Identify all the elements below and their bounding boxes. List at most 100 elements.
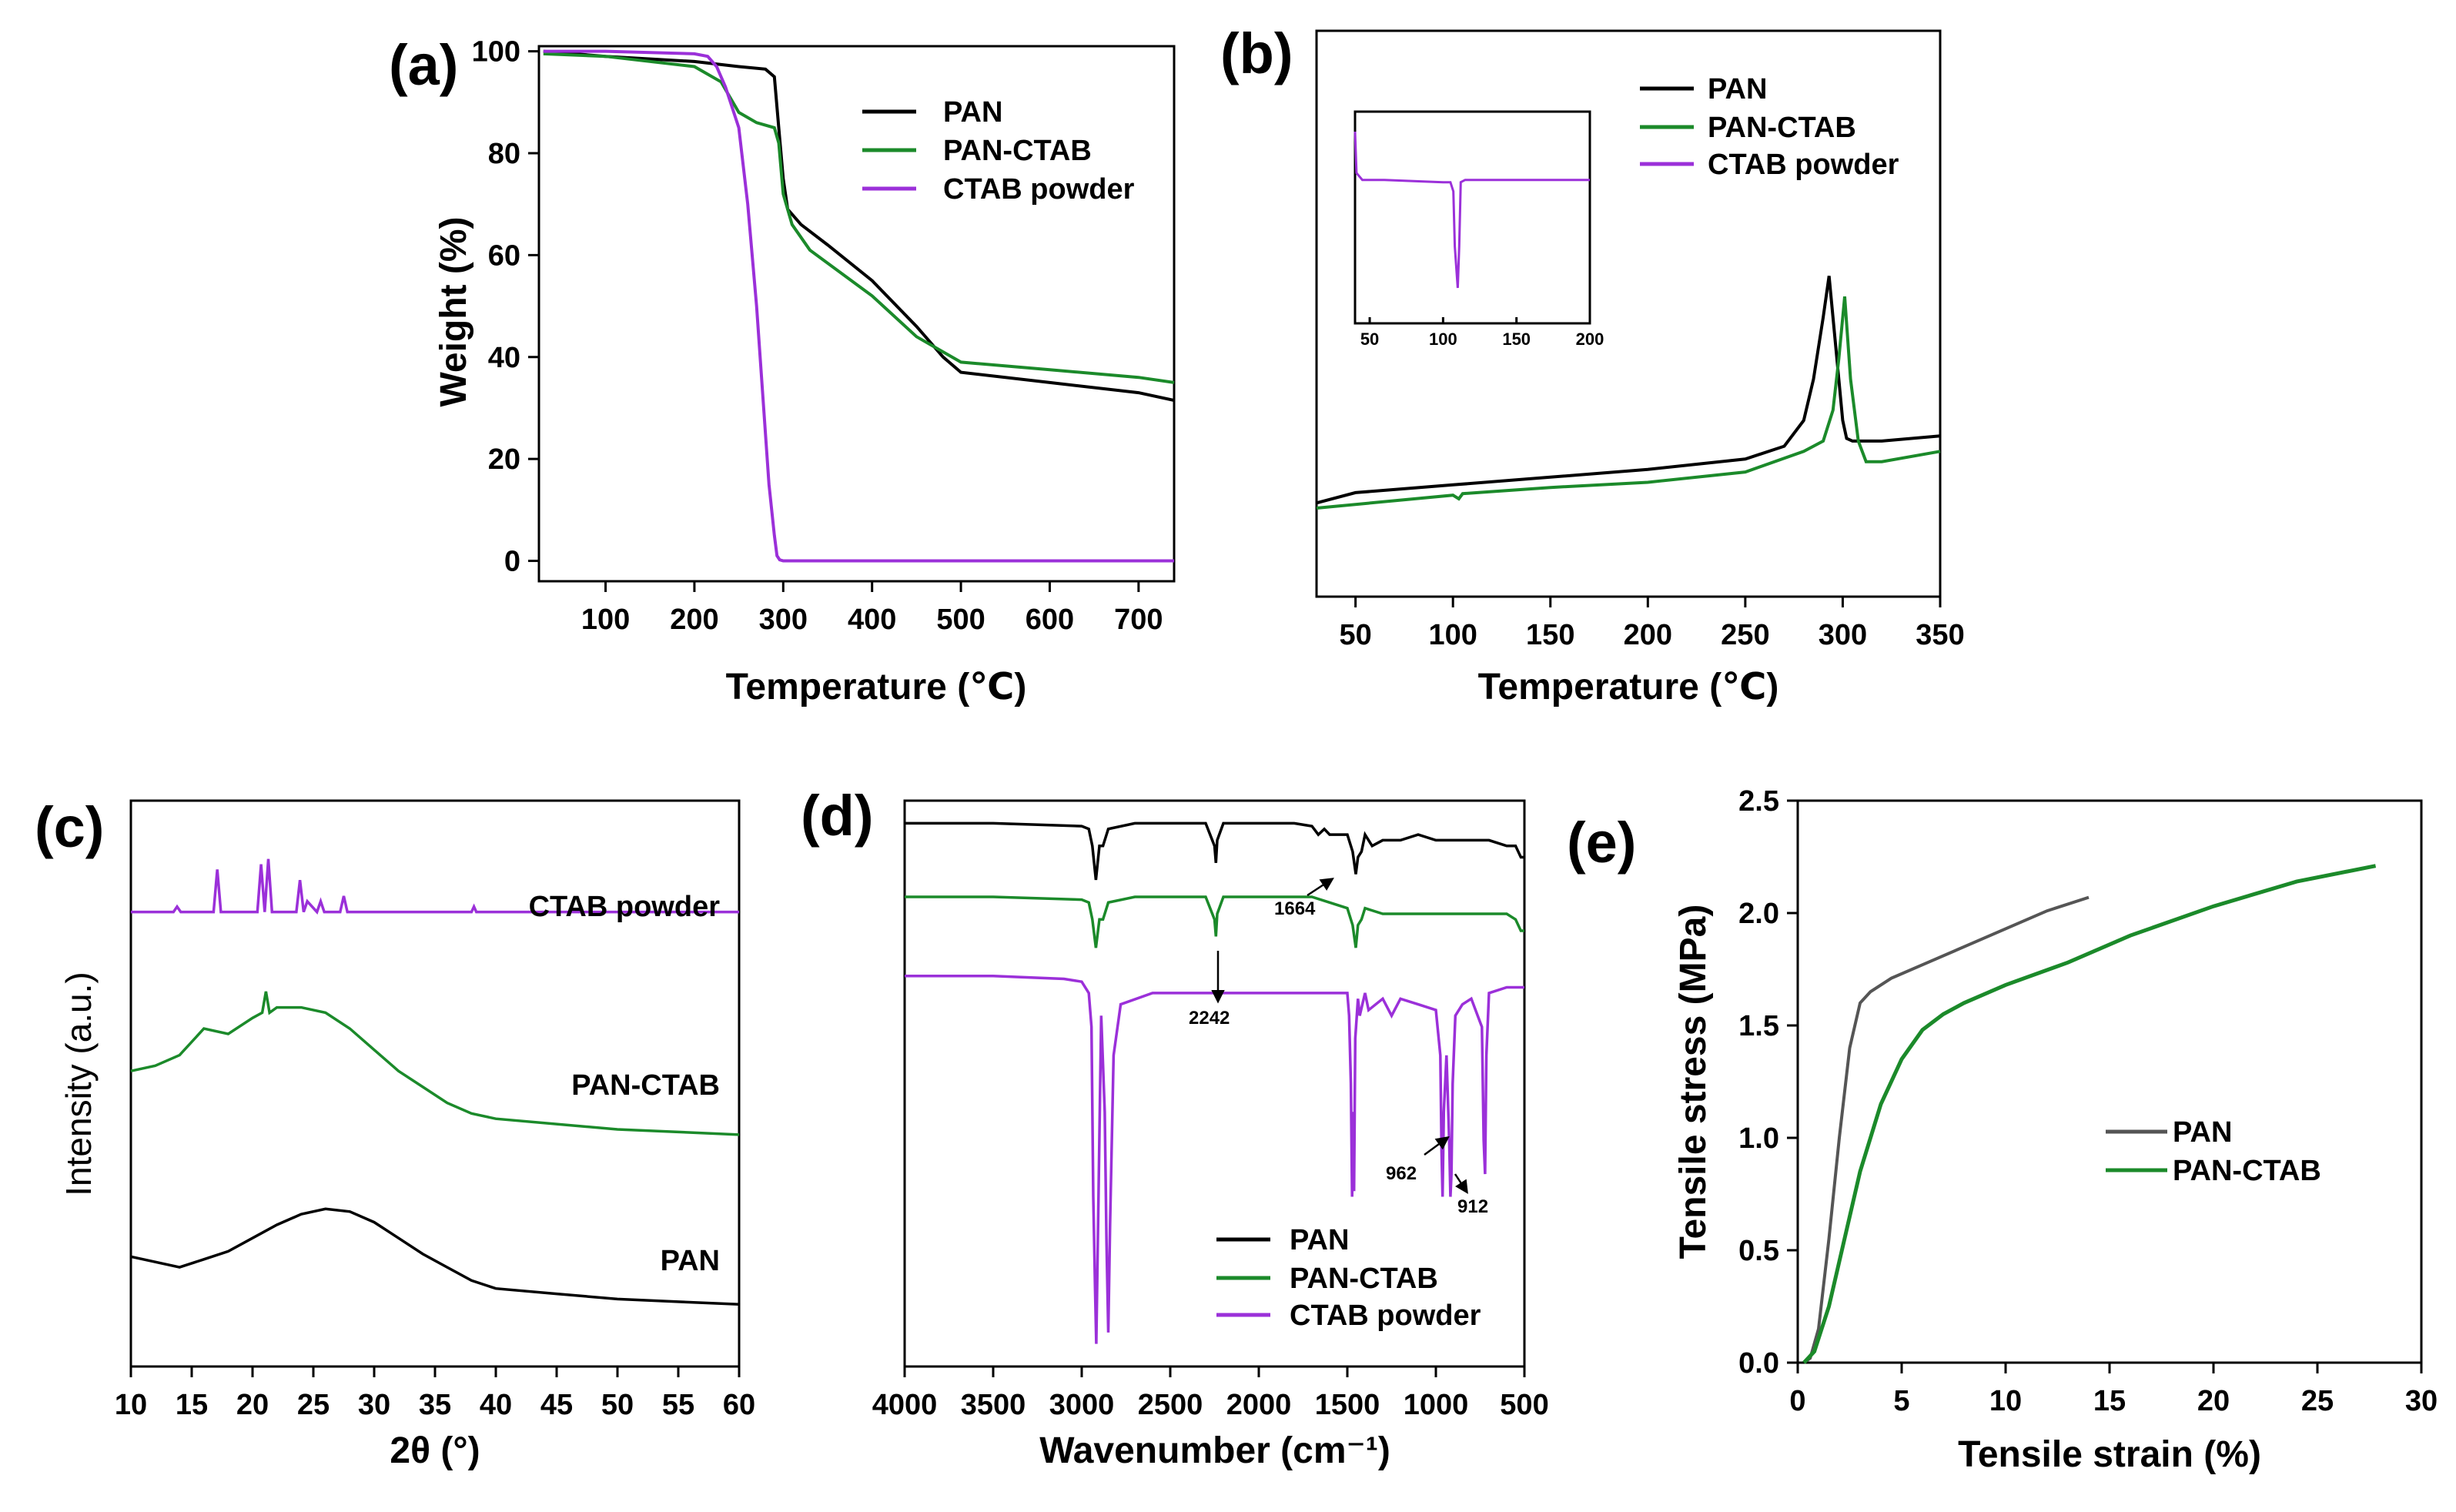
panel-e-ticks: 0 5 10 15 20 25 30 0.0 0.5 1.0 1.5 2.0 2.5 (1738, 785, 2438, 1417)
panel-c-x-tick-label: 60 (723, 1389, 755, 1421)
panel-e-y-tick-label: 2.5 (1738, 785, 1779, 818)
panel-a-y-axis-title: Weight (%) (433, 216, 474, 406)
panel-d-frame (903, 799, 1526, 1368)
series-pan-ctab-line (905, 895, 1524, 948)
panel-c-x-tick-label: 15 (176, 1389, 208, 1421)
panel-a-x-tick-label: 300 (759, 604, 808, 636)
panel-d-x-tick-label: 1500 (1315, 1389, 1380, 1421)
panel-d-annotations: 1664 2242 962 912 (1189, 878, 1488, 1217)
panel-e-y-axis-title: Tensile stress (MPa) (1673, 905, 1714, 1259)
panel-e-x-tick-label: 30 (2405, 1385, 2438, 1417)
legend-label-pan: PAN (1290, 1224, 1349, 1256)
panel-d-x-tick-label: 1000 (1404, 1389, 1469, 1421)
panel-e-letter: (e) (1567, 811, 1636, 875)
series-ctab-powder-line (131, 858, 739, 915)
panel-a-letter: (a) (389, 33, 458, 97)
panel-d-x-tick-label: 500 (1500, 1389, 1548, 1421)
panel-b-ticks: 50 100 150 200 250 300 350 (1339, 597, 1965, 651)
annotation-label-962: 962 (1386, 1163, 1417, 1184)
panel-d-x-tick-label: 2500 (1138, 1389, 1203, 1421)
panel-b-x-tick-label: 350 (1916, 619, 1964, 651)
panel-b-x-tick-label: 100 (1428, 619, 1477, 651)
panel-d-plot-area (905, 821, 1524, 1344)
panel-e-plot-area (1802, 864, 2377, 1364)
legend-label-ctab-powder: CTAB powder (1290, 1300, 1481, 1332)
panel-e-x-tick-label: 10 (1989, 1385, 2022, 1417)
panel-b-plot-area (1316, 276, 1941, 510)
series-pan-line (905, 821, 1524, 881)
panel-c-x-tick-label: 20 (236, 1389, 269, 1421)
panel-e-x-tick-label: 0 (1789, 1385, 1805, 1417)
panel-b-inset-x-tick-label: 100 (1429, 329, 1457, 349)
panel-b-x-tick-label: 150 (1526, 619, 1574, 651)
legend-label-pan: PAN (1708, 73, 1767, 105)
panel-a-y-tick-label: 20 (488, 443, 520, 476)
panel-a-x-tick-label: 400 (848, 604, 896, 636)
panel-c-ticks: 10 15 20 25 30 35 40 45 50 55 60 (115, 1366, 755, 1421)
panel-d-x-tick-label: 4000 (872, 1389, 938, 1421)
panel-e-y-tick-label: 0.0 (1738, 1347, 1779, 1380)
panel-d-x-tick-label: 2000 (1226, 1389, 1292, 1421)
inset-series-ctab-powder-line (1353, 131, 1590, 289)
panel-d-x-axis-title: Wavenumber (cm⁻¹) (1039, 1430, 1390, 1471)
panel-c-x-axis-title: 2θ (°) (390, 1430, 480, 1471)
panel-e-x-tick-label: 25 (2301, 1385, 2334, 1417)
panel-c-xrd: (c) 10 15 20 25 30 35 40 45 50 55 60 CTAB powder P… (35, 795, 755, 1471)
panel-a-x-tick-label: 200 (670, 604, 718, 636)
panel-e-legend: PAN PAN-CTAB (2106, 1116, 2321, 1187)
panel-a-y-tick-label: 40 (488, 342, 520, 374)
legend-label-pan-ctab: PAN-CTAB (1290, 1263, 1438, 1295)
annotation-label-2242: 2242 (1189, 1008, 1230, 1029)
annotation-arrow-912 (1454, 1173, 1468, 1194)
panel-b-inset-x-tick-label: 50 (1360, 329, 1379, 349)
legend-label-pan: PAN (2173, 1116, 2232, 1149)
legend-label-ctab-powder: CTAB powder (943, 173, 1135, 206)
panel-c-x-tick-label: 10 (115, 1389, 147, 1421)
series-pan-line (1802, 895, 2090, 1364)
panel-a-y-tick-label: 80 (488, 138, 520, 170)
series-label-ctab-powder: CTAB powder (529, 891, 721, 923)
annotation-label-912: 912 (1457, 1196, 1488, 1217)
panel-b-x-tick-label: 50 (1339, 619, 1371, 651)
panel-b-frame (1315, 29, 1942, 598)
panel-c-x-tick-label: 25 (297, 1389, 330, 1421)
panel-a-x-tick-label: 500 (936, 604, 985, 636)
panel-b-inset-ticks: 50 100 150 200 (1360, 317, 1604, 349)
panel-a-y-tick-label: 100 (472, 36, 520, 69)
panel-c-x-tick-label: 55 (662, 1389, 694, 1421)
panel-a-x-tick-label: 700 (1114, 604, 1163, 636)
panel-a-ticks: 100 200 300 400 500 600 700 0 20 40 60 80 100 (472, 36, 1163, 636)
panel-b-x-tick-label: 300 (1819, 619, 1867, 651)
annotation-label-1664: 1664 (1274, 898, 1316, 919)
panel-c-x-tick-label: 35 (419, 1389, 451, 1421)
series-pan-line (543, 49, 1175, 402)
panel-c-x-tick-label: 45 (540, 1389, 573, 1421)
panel-e-x-tick-label: 15 (2093, 1385, 2126, 1417)
panel-c-x-tick-label: 30 (358, 1389, 390, 1421)
series-pan-ctab-line (1316, 296, 1941, 510)
annotation-arrow-1664 (1307, 878, 1334, 897)
panel-a-x-tick-label: 600 (1026, 604, 1074, 636)
series-pan-ctab-line (543, 52, 1175, 384)
series-ctab-powder-line (543, 49, 1174, 563)
panel-d-ftir: (d) 4000 3500 3000 2500 2000 1500 1000 500 1664… (801, 784, 1549, 1471)
panel-b-letter: (b) (1220, 22, 1293, 85)
series-pan-ctab-line (1802, 864, 2377, 1364)
panel-c-x-tick-label: 50 (601, 1389, 634, 1421)
panel-e-x-tick-label: 20 (2197, 1385, 2230, 1417)
legend-label-pan-ctab: PAN-CTAB (2173, 1155, 2321, 1187)
legend-label-pan-ctab: PAN-CTAB (1708, 112, 1856, 144)
panel-b-inset-frame (1353, 110, 1591, 325)
panel-e-y-tick-label: 1.0 (1738, 1122, 1779, 1155)
panel-e-x-tick-label: 5 (1893, 1385, 1909, 1417)
panel-b-inset-x-tick-label: 150 (1502, 329, 1531, 349)
series-pan-line (1316, 276, 1941, 505)
panel-e-y-tick-label: 0.5 (1738, 1235, 1779, 1267)
panel-a-legend: PAN PAN-CTAB CTAB powder (862, 96, 1135, 206)
panel-b-x-tick-label: 200 (1624, 619, 1672, 651)
series-pan-line (130, 1207, 740, 1306)
panel-d-x-tick-label: 3000 (1049, 1389, 1115, 1421)
panel-b-inset-x-tick-label: 200 (1576, 329, 1604, 349)
series-pan-ctab-line (130, 991, 740, 1136)
